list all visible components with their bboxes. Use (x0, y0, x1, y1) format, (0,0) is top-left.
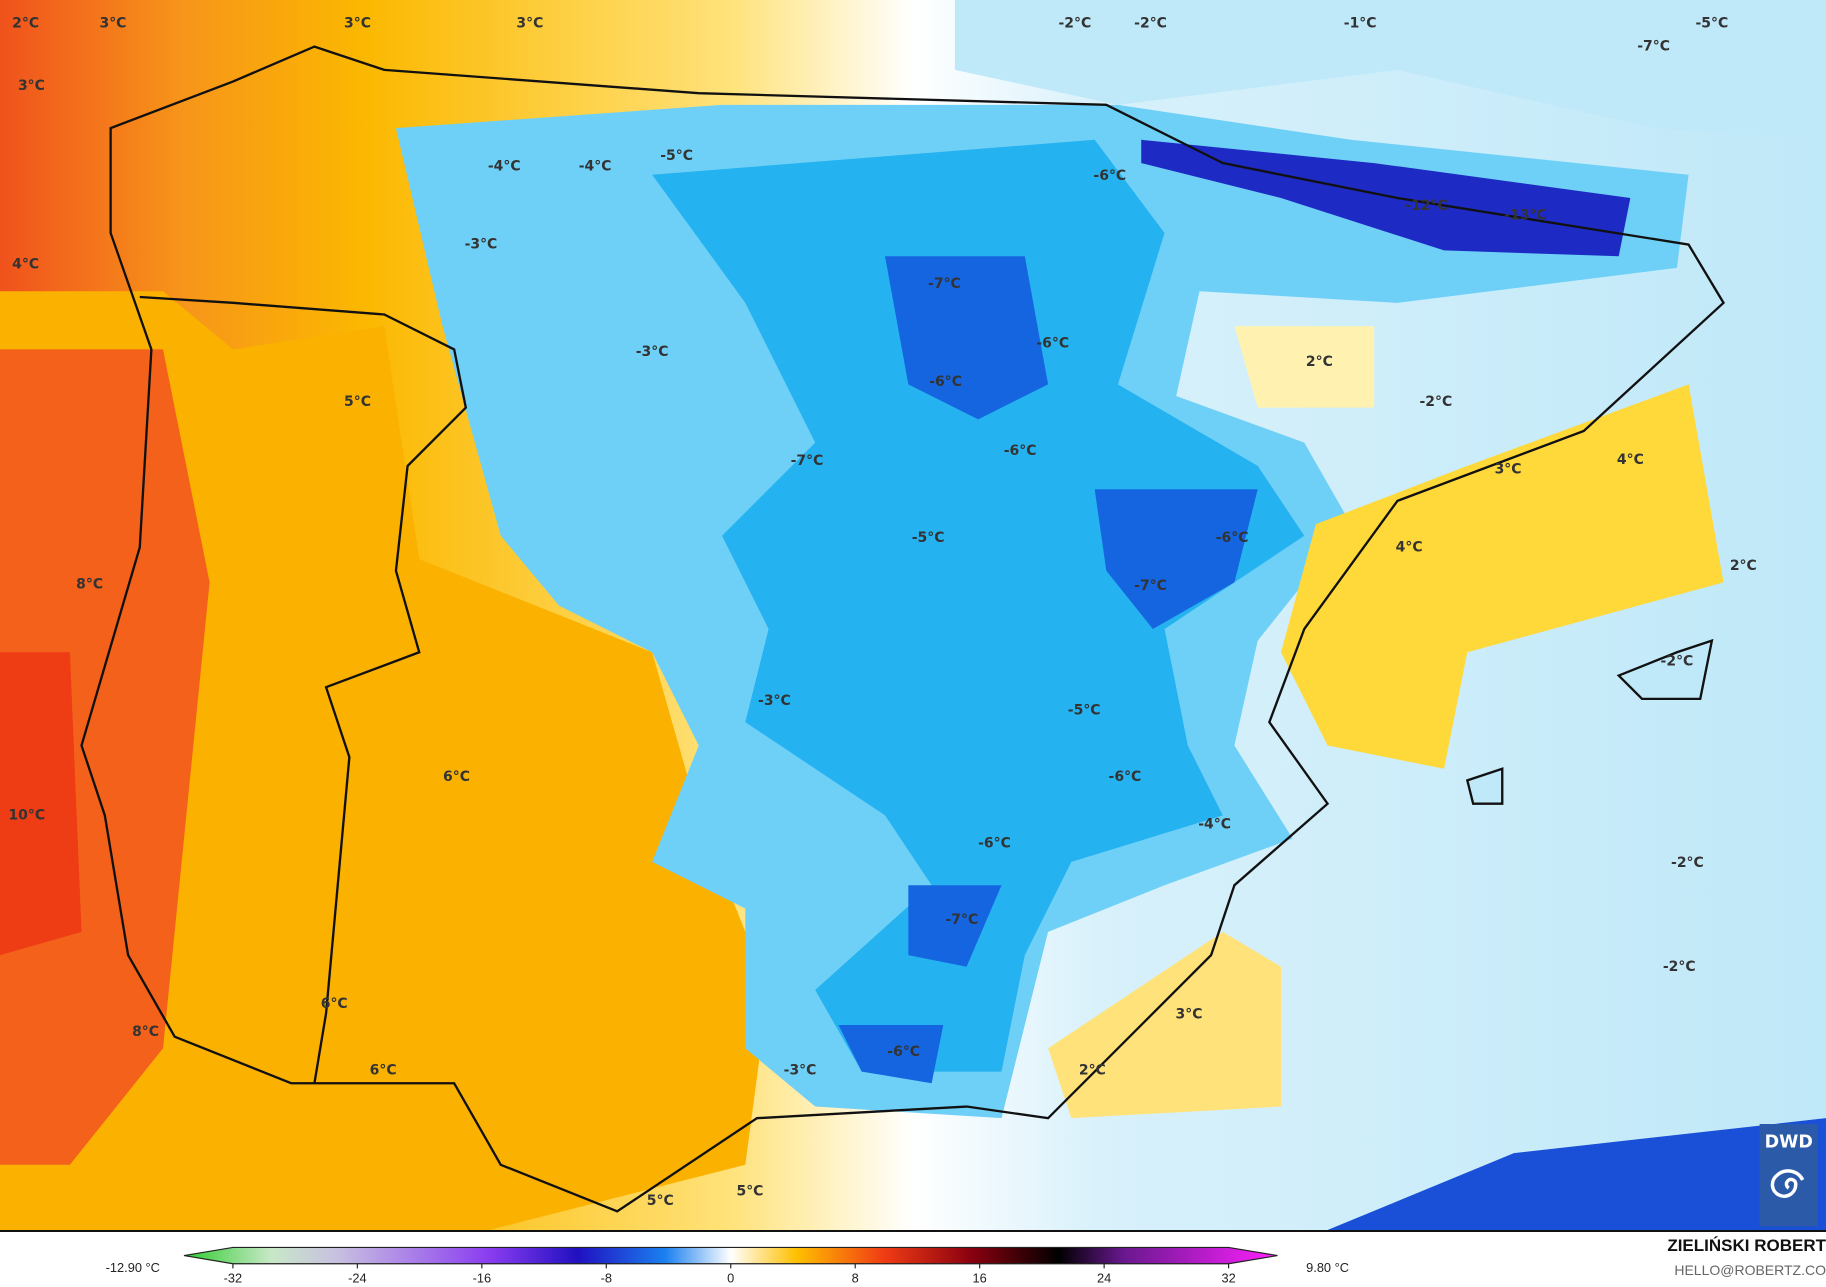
temperature-label: -2°C (1661, 654, 1694, 670)
levante-warm-zone (1280, 384, 1724, 769)
temperature-label: -5°C (912, 530, 945, 546)
temperature-label: -2°C (1671, 855, 1704, 871)
temperature-label: -12°C (1405, 198, 1447, 214)
temperature-labels: 2°C 3°C 3°C 3°C -2°C -2°C -1°C -5°C -7°C 3°C -4°C -… (8, 15, 1756, 1209)
temperature-label: -5°C (1068, 703, 1101, 719)
temperature-label: -6°C (1093, 168, 1126, 184)
tick-label: -8 (601, 1270, 612, 1285)
north-africa-cold-zone (1327, 1118, 1826, 1230)
temperature-label: 2°C (1730, 558, 1757, 574)
coastline (80, 45, 1726, 1213)
temperature-label: -4°C (488, 159, 521, 175)
author-email: HELLO@ROBERTZ.CO (1674, 1262, 1826, 1278)
temperature-label: -5°C (1695, 15, 1728, 31)
temperature-label: 6°C (370, 1062, 397, 1078)
temperature-label: 10°C (8, 807, 45, 823)
author-credit: ZIELIŃSKI ROBERT (1667, 1236, 1826, 1255)
temperature-label: -2°C (1058, 15, 1091, 31)
temperature-label: -13°C (1504, 207, 1546, 223)
temperature-label: 5°C (647, 1193, 674, 1209)
temperature-label: -6°C (1216, 530, 1249, 546)
southeast-warm-zone (1048, 931, 1281, 1119)
temperature-label: -4°C (1198, 817, 1231, 833)
temperature-label: 5°C (736, 1184, 763, 1200)
temperature-label: 2°C (1306, 354, 1333, 370)
temperature-label: -7°C (946, 912, 979, 928)
temperature-label: -3°C (636, 344, 669, 360)
temperature-label: -6°C (1004, 443, 1037, 459)
temperature-label: -7°C (1637, 39, 1670, 55)
temperature-label: -5°C (660, 148, 693, 164)
tick-label: -32 (224, 1270, 243, 1285)
balearic-islands (1465, 638, 1714, 805)
color-legend: -32 -24 -16 -8 0 8 16 24 32 -12.90 °C 9.80 °C (106, 1246, 1349, 1285)
temperature-label: -2°C (1134, 15, 1167, 31)
temperature-label: -2°C (1419, 394, 1452, 410)
colorbar (183, 1246, 1278, 1265)
temperature-label: 2°C (12, 15, 39, 31)
tick-label: 16 (973, 1270, 987, 1285)
temperature-label: 4°C (1617, 452, 1644, 468)
pyrenees-very-cold-zone (1141, 139, 1631, 257)
coastal-hot-zone (0, 349, 210, 1165)
temperature-label: -4°C (579, 159, 612, 175)
tick-label: -24 (348, 1270, 367, 1285)
min-value-label: -12.90 °C (106, 1260, 160, 1275)
temperature-label: -6°C (929, 374, 962, 390)
temperature-label: 3°C (1176, 1007, 1203, 1023)
temperature-label: 3°C (516, 15, 543, 31)
tick-label: 0 (727, 1270, 734, 1285)
spiral-icon (1770, 1169, 1805, 1198)
spain-colder-zone (652, 139, 1305, 1072)
temperature-label: -3°C (784, 1062, 817, 1078)
france-cold-zone (954, 0, 1826, 140)
temperature-label: -2°C (1663, 959, 1696, 975)
temperature-label: -6°C (1036, 336, 1069, 352)
temperature-label: 6°C (443, 769, 470, 785)
temperature-label: 5°C (344, 394, 371, 410)
temperature-label: 3°C (1495, 461, 1522, 477)
tick-label: 32 (1221, 1270, 1235, 1285)
temperature-label: -3°C (758, 693, 791, 709)
tick-label: 8 (852, 1270, 859, 1285)
temperature-label: -6°C (978, 835, 1011, 851)
temperature-label: 4°C (12, 256, 39, 272)
temperature-label: 8°C (76, 577, 103, 593)
sea-hot-zone (0, 652, 82, 956)
temperature-label: -3°C (465, 237, 498, 253)
temperature-label: -7°C (928, 276, 961, 292)
temperature-label: 2°C (1079, 1062, 1106, 1078)
temperature-label: 6°C (321, 996, 348, 1012)
temperature-label: -7°C (791, 453, 824, 469)
colorbar-ticks: -32 -24 -16 -8 0 8 16 24 32 (224, 1263, 1236, 1285)
tick-label: -16 (473, 1270, 492, 1285)
max-value-label: 9.80 °C (1306, 1260, 1349, 1275)
portugal-border (139, 295, 468, 1084)
temperature-label: 3°C (18, 78, 45, 94)
temperature-label: 3°C (99, 15, 126, 31)
temperature-label: -1°C (1344, 15, 1377, 31)
temperature-label: 8°C (132, 1024, 159, 1040)
temperature-label: 3°C (344, 15, 371, 31)
temperature-map: 2°C 3°C 3°C 3°C -2°C -2°C -1°C -5°C -7°C 3°C -4°C -… (0, 0, 1826, 1232)
temperature-label: 4°C (1396, 539, 1423, 555)
ebro-valley-mild-zone (1234, 326, 1375, 408)
temperature-label: -6°C (1109, 769, 1142, 785)
temperature-label: -6°C (887, 1044, 920, 1060)
dwd-logo-text: DWD (1765, 1132, 1813, 1152)
temperature-label: -7°C (1134, 578, 1167, 594)
dwd-logo: DWD (1759, 1124, 1818, 1227)
tick-label: 24 (1097, 1270, 1111, 1285)
